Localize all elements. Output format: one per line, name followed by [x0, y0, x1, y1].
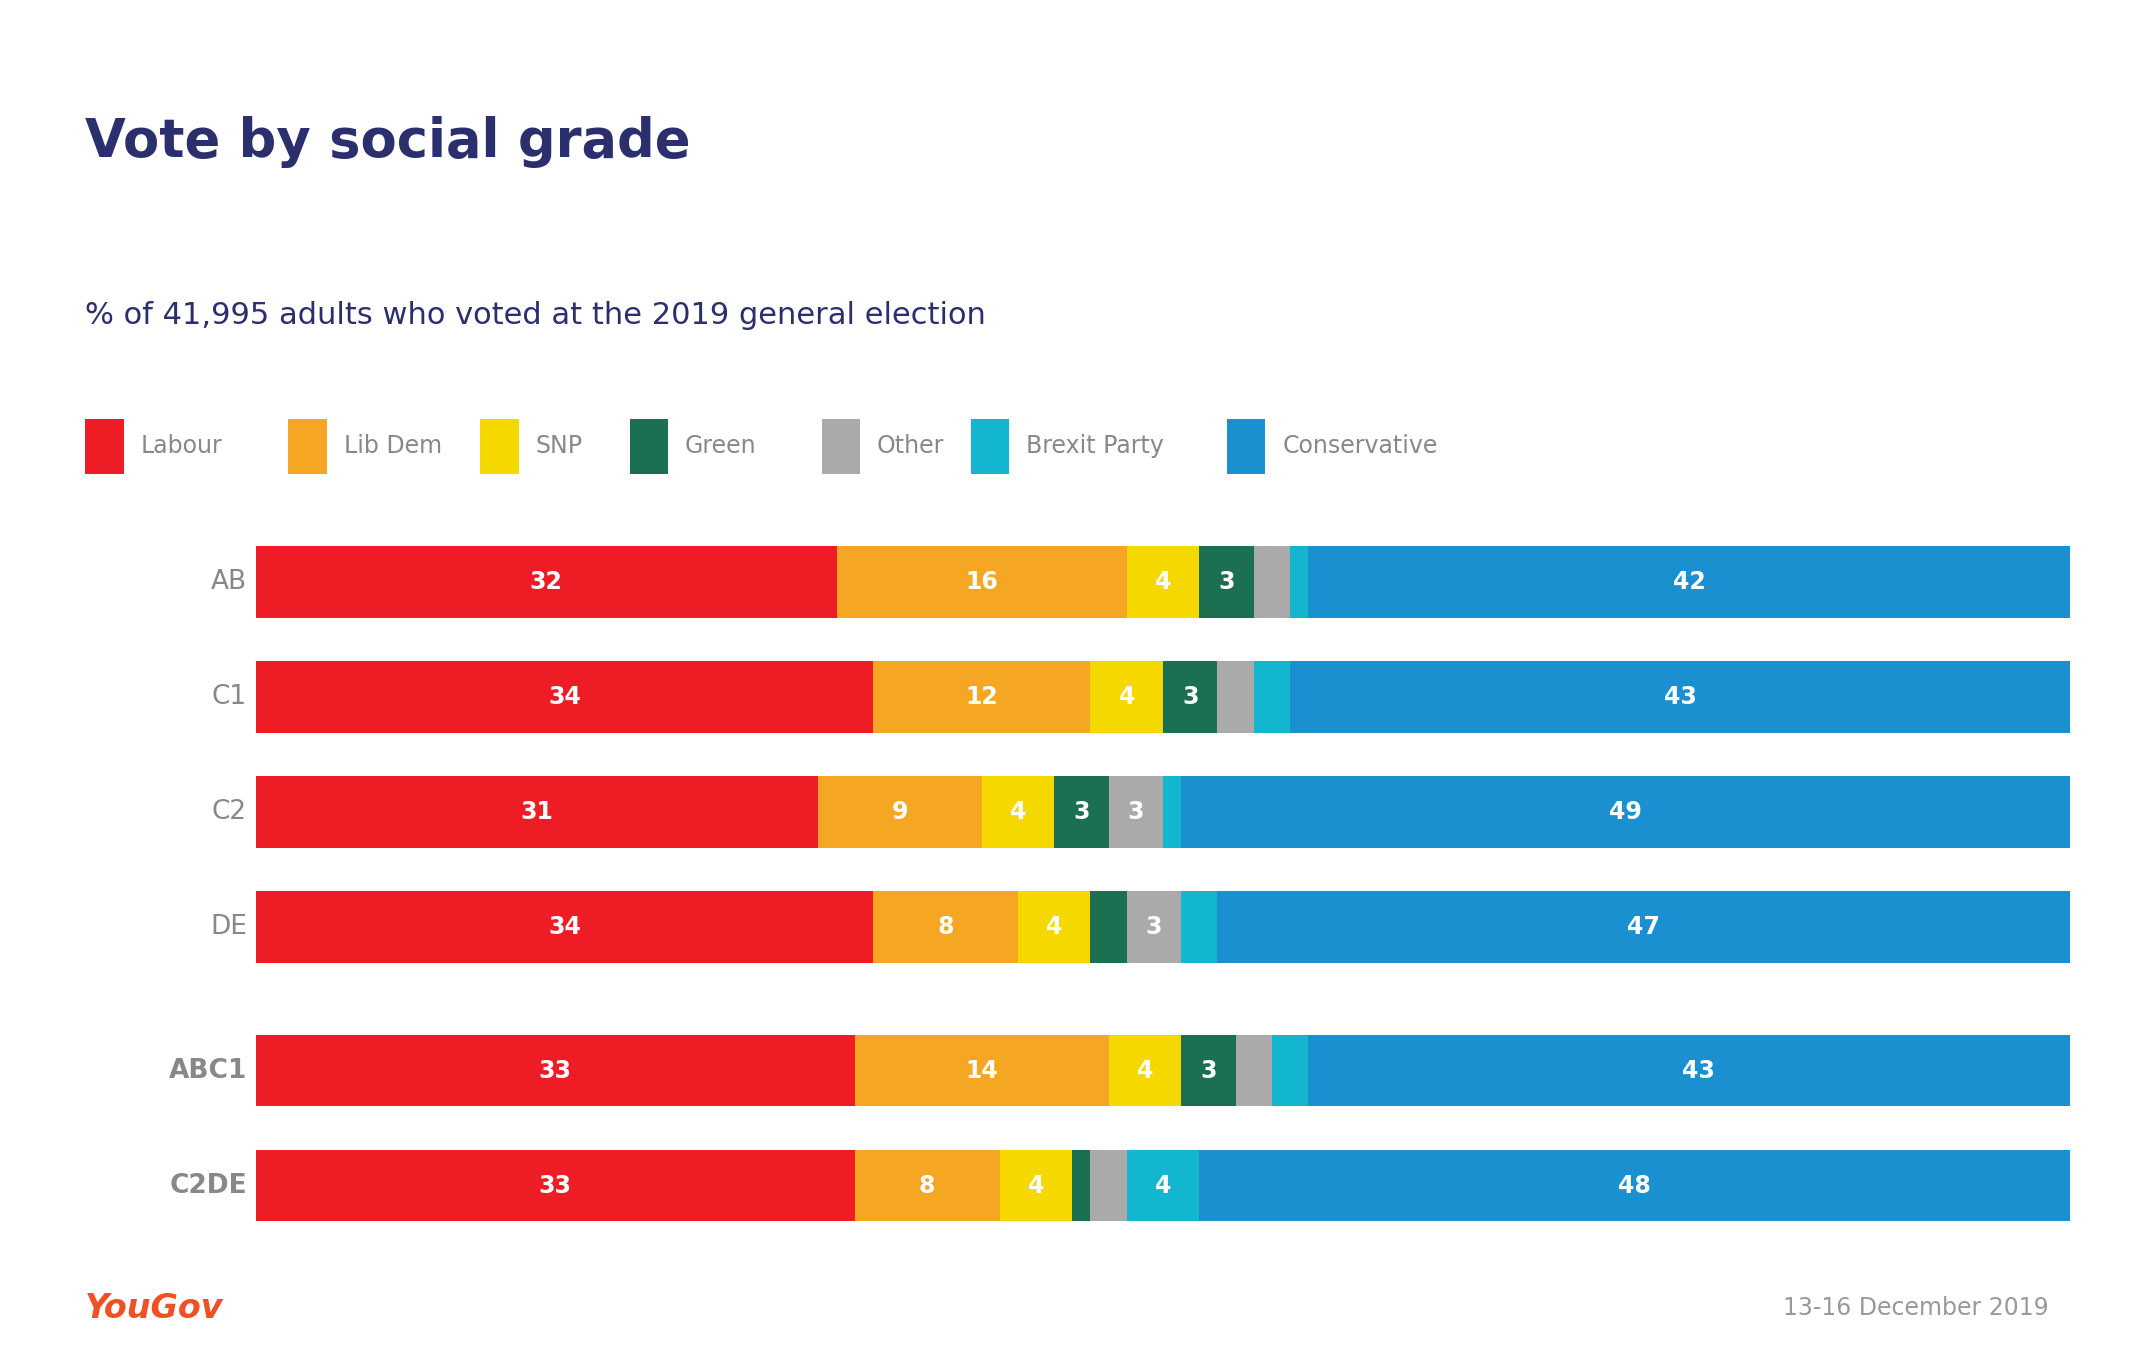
Bar	[1127, 547, 1199, 618]
Text: 34: 34	[548, 915, 580, 939]
Bar	[999, 1150, 1073, 1222]
Text: 9: 9	[892, 800, 909, 824]
Text: Conservative: Conservative	[1283, 434, 1438, 459]
FancyBboxPatch shape	[480, 419, 519, 474]
Text: 43: 43	[1682, 1058, 1714, 1082]
Bar	[1255, 662, 1289, 733]
Bar	[1289, 547, 1308, 618]
Bar	[1127, 1150, 1199, 1222]
Bar	[1163, 662, 1219, 733]
Bar	[1289, 662, 2070, 733]
Text: 43: 43	[1665, 685, 1697, 709]
Bar	[819, 777, 982, 847]
Text: 16: 16	[965, 570, 999, 594]
Text: DE: DE	[209, 915, 248, 940]
Text: 8: 8	[937, 915, 954, 939]
Text: Brexit Party: Brexit Party	[1026, 434, 1165, 459]
Bar	[1110, 1035, 1182, 1107]
Text: 4: 4	[1154, 1173, 1172, 1197]
Text: 4: 4	[1046, 915, 1063, 939]
Bar	[1127, 892, 1182, 962]
Bar	[1182, 892, 1219, 962]
Bar	[256, 1035, 856, 1107]
Bar	[1199, 547, 1255, 618]
Text: YouGov: YouGov	[85, 1292, 224, 1325]
Text: 14: 14	[965, 1058, 999, 1082]
FancyBboxPatch shape	[1227, 419, 1265, 474]
Bar	[873, 662, 1090, 733]
Text: 13-16 December 2019: 13-16 December 2019	[1784, 1296, 2049, 1321]
Text: Green: Green	[685, 434, 758, 459]
Text: ABC1: ABC1	[169, 1058, 248, 1084]
Bar	[1236, 1035, 1272, 1107]
Bar	[1219, 662, 1255, 733]
Text: Other: Other	[877, 434, 945, 459]
Text: C1: C1	[211, 685, 248, 710]
Bar	[1182, 777, 2070, 847]
Bar	[256, 777, 819, 847]
Bar	[1308, 547, 2070, 618]
Text: SNP: SNP	[536, 434, 583, 459]
Bar	[1054, 777, 1110, 847]
Bar	[837, 547, 1127, 618]
Bar	[1182, 1035, 1236, 1107]
FancyBboxPatch shape	[630, 419, 668, 474]
FancyBboxPatch shape	[85, 419, 124, 474]
Text: 8: 8	[920, 1173, 935, 1197]
Text: 3: 3	[1199, 1058, 1216, 1082]
Text: 42: 42	[1673, 570, 1705, 594]
Bar	[1272, 1035, 1308, 1107]
Bar	[1110, 777, 1163, 847]
Text: 33: 33	[540, 1058, 572, 1082]
Bar	[1219, 892, 2070, 962]
Bar	[256, 662, 873, 733]
Text: 3: 3	[1146, 915, 1163, 939]
Text: % of 41,995 adults who voted at the 2019 general election: % of 41,995 adults who voted at the 2019…	[85, 300, 986, 330]
Bar	[873, 892, 1018, 962]
Bar	[1090, 892, 1127, 962]
Text: Lib Dem: Lib Dem	[344, 434, 442, 459]
Text: 4: 4	[1118, 685, 1135, 709]
Bar	[856, 1035, 1110, 1107]
Bar	[1090, 1150, 1127, 1222]
Text: 49: 49	[1609, 800, 1641, 824]
Bar	[256, 547, 837, 618]
Bar	[1255, 547, 1289, 618]
Text: Vote by social grade: Vote by social grade	[85, 116, 691, 168]
Text: 4: 4	[1029, 1173, 1044, 1197]
Text: 12: 12	[965, 685, 999, 709]
Text: AB: AB	[211, 570, 248, 595]
Text: 4: 4	[1137, 1058, 1152, 1082]
Bar	[856, 1150, 1001, 1222]
Bar	[1073, 1150, 1090, 1222]
Text: 4: 4	[1009, 800, 1026, 824]
Bar	[1090, 662, 1163, 733]
Bar	[1199, 1150, 2070, 1222]
Bar	[1018, 892, 1090, 962]
Text: 3: 3	[1182, 685, 1199, 709]
Text: 3: 3	[1219, 570, 1236, 594]
Text: Labour: Labour	[141, 434, 222, 459]
Bar	[982, 777, 1054, 847]
Text: 47: 47	[1628, 915, 1660, 939]
Text: 3: 3	[1073, 800, 1090, 824]
Text: 32: 32	[529, 570, 563, 594]
Text: 33: 33	[540, 1173, 572, 1197]
Text: 3: 3	[1127, 800, 1144, 824]
Bar	[1308, 1035, 2087, 1107]
FancyBboxPatch shape	[288, 419, 327, 474]
Text: 48: 48	[1618, 1173, 1652, 1197]
Text: C2: C2	[211, 800, 248, 825]
Text: 31: 31	[521, 800, 553, 824]
FancyBboxPatch shape	[822, 419, 860, 474]
Bar	[256, 1150, 856, 1222]
Bar	[1163, 777, 1182, 847]
Text: 34: 34	[548, 685, 580, 709]
Text: 4: 4	[1154, 570, 1172, 594]
Bar	[256, 892, 873, 962]
FancyBboxPatch shape	[971, 419, 1009, 474]
Text: C2DE: C2DE	[169, 1173, 248, 1199]
